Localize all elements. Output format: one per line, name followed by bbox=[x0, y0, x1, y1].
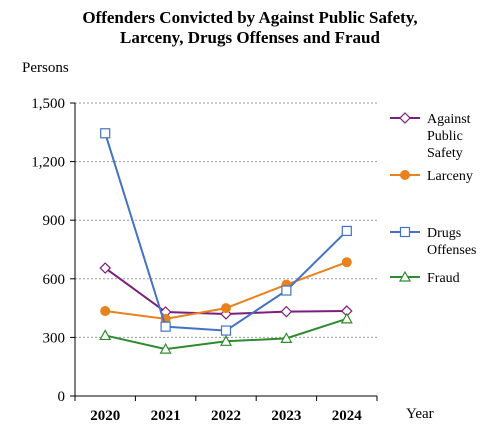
x-tick-label-1: 2021 bbox=[151, 408, 181, 424]
y-tick-labels: 0 300 600 900 1,200 1,500 bbox=[31, 96, 65, 405]
data-point-2-0 bbox=[100, 128, 111, 139]
data-point-3-2 bbox=[219, 335, 233, 346]
legend-item-2: Drugs Offenses bbox=[390, 226, 477, 258]
y-tick-label-1: 300 bbox=[43, 330, 66, 346]
chart-title-line-1: Offenders Convicted by Against Public Sa… bbox=[82, 8, 417, 27]
legend-label-3-0: Fraud bbox=[427, 271, 460, 286]
legend-label-0-0: Against bbox=[427, 112, 471, 127]
chart-title-line-2: Larceny, Drugs Offenses and Fraud bbox=[120, 28, 380, 47]
legend-label-0-1: Public bbox=[427, 129, 463, 144]
x-tick-label-3: 2023 bbox=[271, 408, 301, 424]
data-point-0-3 bbox=[280, 305, 293, 318]
y-tick-label-5: 1,500 bbox=[31, 96, 65, 112]
series bbox=[99, 128, 353, 354]
data-point-2-2 bbox=[220, 325, 232, 336]
legend-label-2-1: Offenses bbox=[427, 243, 477, 258]
data-point-1-2 bbox=[221, 303, 231, 314]
legend-label-2-0: Drugs bbox=[427, 226, 461, 241]
series-line-2 bbox=[104, 132, 348, 332]
grid-lines bbox=[75, 102, 377, 338]
axes bbox=[70, 102, 378, 401]
legend-marker-1 bbox=[400, 170, 410, 180]
y-tick-label-3: 900 bbox=[43, 213, 66, 229]
x-tick-label-0: 2020 bbox=[90, 408, 120, 424]
series-0 bbox=[99, 262, 353, 320]
legend-item-3: Fraud bbox=[390, 270, 460, 286]
data-point-3-1 bbox=[159, 342, 172, 354]
legend-item-1: Larceny bbox=[390, 169, 473, 184]
legend: Against Public Safety Larceny Drugs Offenses F… bbox=[390, 112, 477, 286]
series-2 bbox=[100, 128, 352, 336]
legend-item-0: Against Public Safety bbox=[390, 112, 471, 161]
x-axis-label: Year bbox=[406, 406, 434, 422]
data-point-0-0 bbox=[99, 262, 112, 274]
series-3 bbox=[99, 312, 353, 354]
legend-marker-0 bbox=[399, 112, 411, 124]
data-point-2-3 bbox=[281, 285, 292, 296]
legend-marker-2 bbox=[399, 226, 411, 238]
x-tick-label-4: 2024 bbox=[332, 408, 363, 424]
y-tick-label-0: 0 bbox=[58, 389, 66, 405]
x-tick-label-2: 2022 bbox=[211, 408, 241, 424]
data-point-2-4 bbox=[341, 225, 352, 237]
x-tick-labels: 2020 2021 2022 2023 2024 bbox=[90, 408, 362, 424]
y-tick-label-2: 600 bbox=[43, 272, 66, 288]
legend-label-1-0: Larceny bbox=[427, 169, 473, 184]
legend-label-0-2: Safety bbox=[427, 146, 463, 161]
legend-marker-3 bbox=[398, 270, 412, 282]
data-point-2-1 bbox=[160, 321, 171, 332]
data-point-1-0 bbox=[100, 306, 111, 317]
chart-title: Offenders Convicted by Against Public Sa… bbox=[82, 8, 417, 47]
y-tick-label-4: 1,200 bbox=[31, 155, 65, 171]
y-axis-label: Persons bbox=[22, 60, 69, 76]
data-point-3-0 bbox=[99, 329, 112, 341]
data-point-3-3 bbox=[280, 332, 293, 343]
data-point-1-4 bbox=[341, 257, 352, 268]
data-point-3-4 bbox=[340, 312, 353, 324]
